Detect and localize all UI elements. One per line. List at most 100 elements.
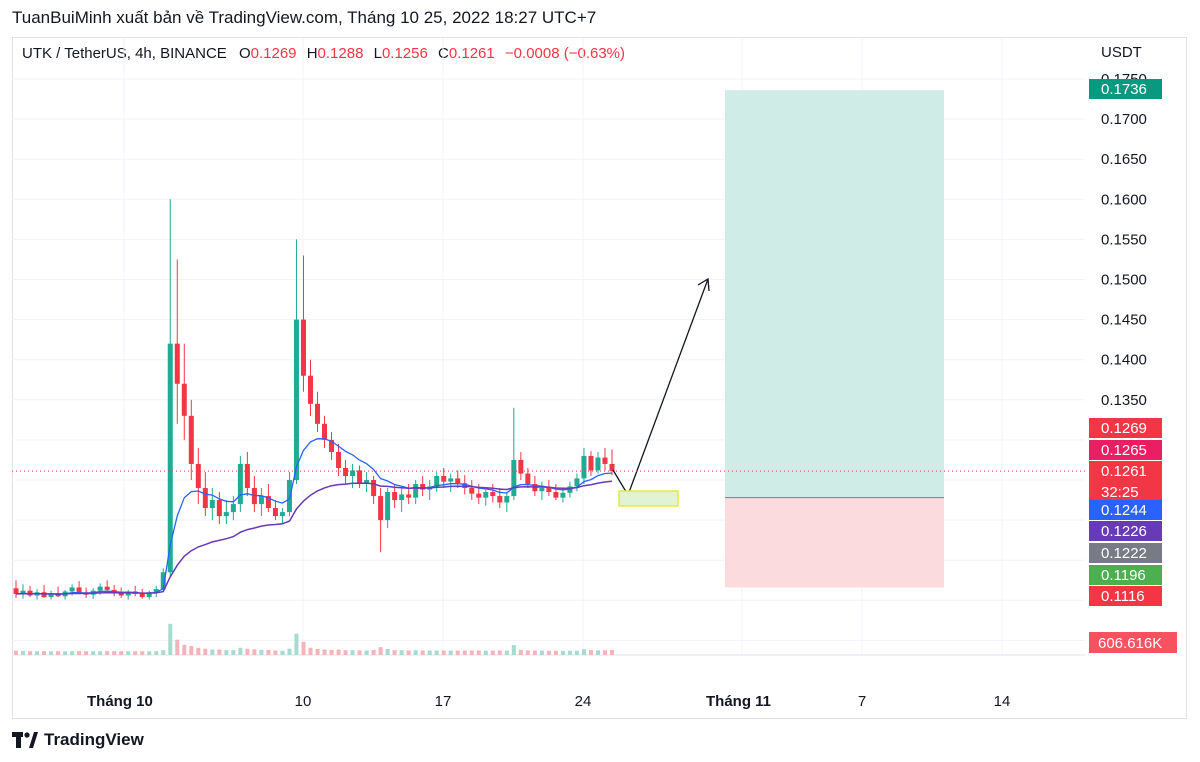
volume-badge-label: 606.616K: [1098, 635, 1162, 652]
x-tick-label: Tháng 10: [87, 693, 153, 710]
volume-bar: [133, 651, 138, 655]
price-badges: 0.1736 0.1269 0.1265 0.1261 32:250.1244 0.122…: [1089, 79, 1162, 606]
price-badge-label: 0.1261: [1101, 463, 1147, 480]
volume-bar: [448, 650, 453, 655]
tradingview-brand: TradingView: [44, 730, 144, 749]
projection-arrow: [612, 278, 709, 497]
price-badge: [1089, 418, 1162, 438]
candle-body: [216, 500, 222, 517]
price-badge-label: 0.1265: [1101, 442, 1147, 459]
candle-body: [609, 463, 615, 472]
volume-bar: [546, 650, 551, 655]
y-tick-label: 0.1650: [1101, 151, 1147, 168]
currency-label: USDT: [1101, 44, 1142, 61]
volume-bar: [21, 650, 26, 655]
candle-body: [546, 488, 552, 493]
volume-bar: [210, 649, 215, 655]
candle-body: [258, 496, 264, 505]
candle-body: [230, 504, 236, 513]
candle-body: [364, 480, 370, 485]
candle-body: [223, 512, 229, 517]
candle-body: [69, 587, 75, 592]
candle-body: [209, 500, 215, 509]
volume-bar: [350, 650, 355, 655]
volume-bar: [308, 647, 313, 655]
volume-bar: [14, 650, 18, 655]
volume-bar: [91, 651, 96, 655]
volume-bar: [392, 650, 397, 655]
y-tick-label: 0.1400: [1101, 352, 1147, 369]
legend-high-value: 0.1288: [317, 45, 364, 62]
candles-group: [13, 199, 615, 655]
candle-body: [315, 403, 321, 424]
volume-bar: [371, 649, 376, 655]
price-badge: [1089, 586, 1162, 606]
volume-bar: [203, 648, 208, 655]
volume-bar: [294, 633, 299, 655]
candle-body: [272, 508, 278, 517]
candle-body: [518, 459, 524, 474]
volume-bar: [147, 651, 152, 655]
candle-body: [539, 488, 545, 492]
volume-bar: [301, 641, 306, 655]
volume-bar: [357, 650, 362, 655]
price-badge-label: 0.1196: [1101, 567, 1146, 584]
legend-low-label: L: [373, 45, 382, 62]
stop-loss-zone: [725, 497, 944, 588]
candle-body: [371, 480, 377, 497]
candle-body: [343, 467, 349, 476]
volume-bar: [504, 650, 509, 655]
y-tick-label: 0.1500: [1101, 272, 1147, 289]
candle-body: [448, 478, 454, 482]
volume-bar: [610, 650, 614, 655]
volume-bar: [399, 650, 404, 655]
volume-bar: [161, 650, 166, 655]
volume-bar: [469, 650, 474, 655]
candle-body: [104, 586, 110, 590]
candle-body: [300, 319, 306, 376]
candle-body: [237, 463, 243, 505]
candle-body: [476, 493, 482, 498]
candle-body: [420, 484, 426, 490]
volume-bar: [231, 650, 236, 655]
candle-body: [146, 592, 152, 598]
price-badge-label: 0.1116: [1101, 588, 1145, 605]
candle-body: [350, 470, 356, 476]
volume-bar: [42, 651, 47, 655]
candle-body: [76, 587, 82, 593]
volume-bar: [315, 649, 320, 655]
candle-body: [504, 496, 510, 503]
volume-bar: [63, 651, 68, 655]
price-badge: [1089, 461, 1162, 503]
legend-high-label: H: [306, 45, 318, 62]
candle-body: [595, 457, 601, 471]
volume-bar: [581, 649, 586, 655]
ema-slow-line: [15, 480, 613, 595]
volume-bar: [539, 650, 544, 655]
volume-bar: [56, 651, 61, 655]
volume-bar: [434, 650, 439, 655]
volume-bar: [126, 651, 131, 655]
volume-bar: [420, 650, 425, 655]
volume-bar: [196, 647, 201, 655]
volume-bar: [266, 649, 271, 655]
volume-bar: [574, 650, 579, 655]
volume-bar: [518, 649, 523, 655]
countdown-label: 32:25: [1101, 484, 1139, 501]
candle-body: [139, 593, 145, 598]
volume-bar: [497, 650, 502, 655]
volume-bar: [490, 650, 495, 655]
tradingview-logo[interactable]: TradingView: [12, 730, 144, 750]
volume-bar: [259, 649, 264, 655]
volume-bar: [595, 650, 600, 655]
volume-bar: [483, 650, 488, 655]
price-badge-label: 0.1244: [1101, 502, 1147, 519]
volume-bar: [189, 646, 194, 655]
candle-body: [174, 343, 180, 384]
candle-body: [560, 492, 566, 498]
volume-bar: [525, 650, 530, 655]
candle-body: [497, 496, 503, 503]
price-badge: [1089, 565, 1162, 585]
candle-body: [181, 383, 187, 416]
